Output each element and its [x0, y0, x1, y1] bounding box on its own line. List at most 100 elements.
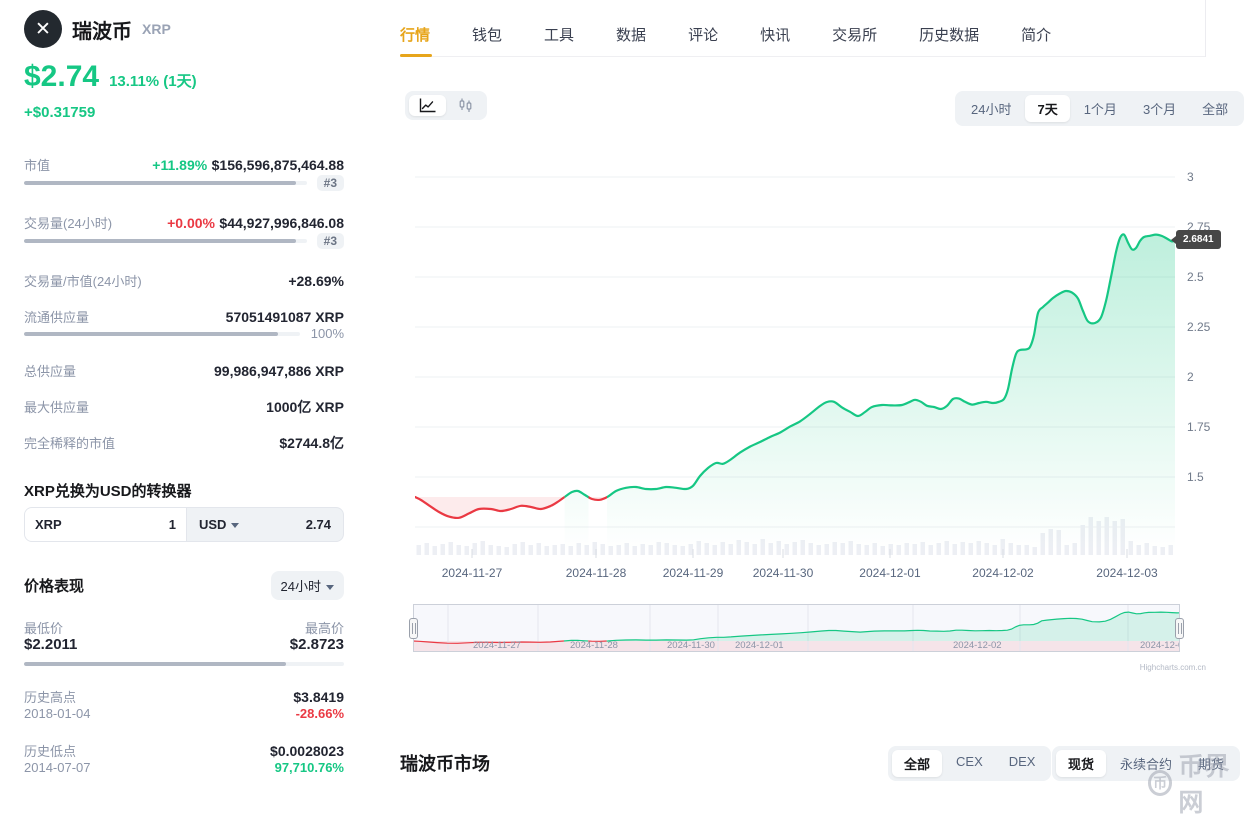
volume-bar — [432, 546, 437, 555]
stat-row-vol-mcap: 交易量/市值(24小时) +28.69% — [24, 271, 344, 290]
navigator-left-handle[interactable] — [409, 618, 418, 639]
ath-date: 2018-01-04 — [24, 706, 91, 721]
markets-section-title: 瑞波币市场 — [400, 754, 490, 774]
volume-value: $44,927,996,846.08 — [219, 215, 344, 231]
volume-bar — [1152, 546, 1157, 555]
ath-value: $3.8419 — [293, 689, 344, 705]
tab-1[interactable]: 行情 — [400, 16, 433, 57]
tab-6[interactable]: 快讯 — [760, 27, 791, 44]
candlestick-chart-icon — [459, 98, 472, 112]
total-supply-value: 99,986,947,886 XRP — [214, 363, 344, 379]
volume-bar — [480, 541, 485, 555]
navigator-line-up — [563, 611, 1180, 644]
volume-bar — [512, 544, 517, 555]
atl-label: 历史低点 — [24, 744, 77, 759]
market-type-button-3[interactable]: DEX — [1008, 754, 1036, 769]
converter-from-field[interactable]: XRP 1 — [25, 508, 187, 541]
navigator-right-handle[interactable] — [1175, 618, 1184, 639]
range-button-4[interactable]: 3个月 — [1142, 102, 1177, 117]
market-category-button-1[interactable]: 现货 — [1056, 750, 1107, 777]
volume-bar — [488, 545, 493, 555]
converter-from-value[interactable]: 1 — [168, 517, 176, 532]
volume-bar — [568, 546, 573, 555]
chart-type-toggle — [405, 91, 487, 120]
stat-row-fdv: 完全稀释的市值 $2744.8亿 — [24, 433, 344, 453]
x-axis-label: 2024-12-01 — [859, 566, 921, 580]
volume-bar — [520, 542, 525, 555]
chart-navigator[interactable]: 2024-11-27 2024-11-28 2024-11-30 2024-12-01… — [409, 604, 1189, 652]
stat-row-market-cap: 市值 +11.89% $156,596,875,464.88 — [24, 155, 344, 175]
range-button-1[interactable]: 24小时 — [971, 102, 1012, 117]
tab-7[interactable]: 交易所 — [832, 27, 878, 44]
range-button-2[interactable]: 7天 — [1025, 95, 1070, 122]
navigator-date-label: 2024-12-01 — [735, 640, 784, 651]
tab-3[interactable]: 工具 — [544, 27, 575, 44]
volume-bar — [560, 544, 565, 555]
volume-bar — [416, 545, 421, 555]
volume-bar — [592, 542, 597, 555]
low-price-label: 最低价 — [24, 621, 64, 636]
range-button-3[interactable]: 1个月 — [1083, 102, 1117, 117]
volume-rank-badge: #3 — [316, 233, 344, 249]
converter-to-symbol[interactable]: USD — [199, 517, 240, 532]
volume-bar — [448, 542, 453, 555]
coin-change-percent: 13.11% (1天) — [109, 73, 197, 90]
market-cap-value: $156,596,875,464.88 — [211, 157, 344, 173]
y-axis-label: 2.5 — [1187, 270, 1204, 284]
tab-4[interactable]: 数据 — [616, 27, 647, 44]
candlestick-chart-button[interactable] — [448, 95, 483, 116]
line-chart-button[interactable] — [409, 95, 446, 116]
y-axis-label: 2.25 — [1187, 320, 1211, 334]
navigator-date-label: 2024-12-02 — [953, 640, 1002, 651]
chevron-down-icon — [231, 523, 240, 529]
high-price-value: $2.8723 — [289, 636, 344, 653]
market-type-button-1[interactable]: 全部 — [892, 750, 943, 777]
volume-bar — [456, 545, 461, 555]
navigator-bg — [413, 604, 1180, 652]
price-range-bar — [24, 662, 344, 666]
vol-mcap-label: 交易量/市值(24小时) — [24, 274, 142, 289]
converter-title: XRP兑换为USD的转换器 — [24, 483, 192, 500]
tab-2[interactable]: 钱包 — [472, 27, 503, 44]
chevron-down-icon — [326, 585, 334, 591]
market-type-button-2[interactable]: CEX — [956, 754, 983, 769]
volume-label: 交易量(24小时) — [24, 216, 113, 231]
circ-supply-label: 流通供应量 — [24, 310, 90, 325]
stat-row-circ-supply: 流通供应量 57051491087 XRP — [24, 307, 344, 326]
highcharts-credit[interactable]: Highcharts.com.cn — [1139, 663, 1206, 672]
converter-to-field: USD 2.74 — [187, 508, 343, 541]
market-category-filter: 现货 永续合约 期货 — [1052, 746, 1241, 781]
x-axis-label: 2024-12-03 — [1096, 566, 1158, 580]
atl-change: 97,710.76% — [274, 760, 344, 775]
tab-8[interactable]: 历史数据 — [919, 27, 980, 44]
circ-supply-percent: 100% — [310, 326, 344, 341]
range-button-5[interactable]: 全部 — [1202, 102, 1229, 117]
x-axis-label: 2024-12-02 — [972, 566, 1034, 580]
circ-supply-bar — [24, 332, 300, 336]
volume-bar — [600, 544, 605, 555]
navigator-area — [563, 612, 1180, 644]
high-price-label: 最高价 — [304, 621, 344, 636]
volume-bar — [504, 547, 509, 555]
x-axis-label: 2024-11-29 — [663, 566, 724, 580]
currency-converter: XRP 1 USD 2.74 — [24, 507, 344, 542]
fdv-label: 完全稀释的市值 — [24, 436, 116, 451]
tab-5[interactable]: 评论 — [688, 27, 719, 44]
volume-bar — [496, 546, 501, 555]
stat-row-max-supply: 最大供应量 1000亿 XRP — [24, 397, 344, 417]
volume-bar — [1032, 547, 1037, 555]
tab-9[interactable]: 简介 — [1021, 27, 1052, 44]
x-axis-label: 2024-11-30 — [753, 566, 814, 580]
market-cap-change: +11.89% — [152, 157, 208, 173]
volume-bar — [24, 239, 307, 243]
x-axis-label: 2024-11-28 — [566, 566, 627, 580]
total-supply-label: 总供应量 — [24, 364, 77, 379]
performance-period-select[interactable]: 24小时 — [270, 571, 344, 600]
navigator-date-label: 2024-11-27 — [473, 640, 521, 651]
circ-supply-value: 57051491087 XRP — [225, 309, 344, 325]
volume-bar — [680, 546, 685, 555]
market-category-button-2[interactable]: 永续合约 — [1120, 757, 1173, 772]
market-category-button-3[interactable]: 期货 — [1198, 757, 1225, 772]
coin-header: ✕ 瑞波币 XRP — [24, 10, 171, 48]
